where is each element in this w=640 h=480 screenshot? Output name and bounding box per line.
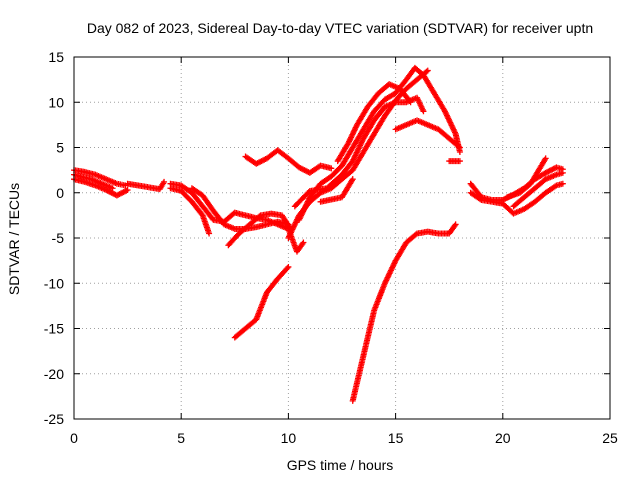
data-point	[300, 239, 307, 246]
data-point	[206, 230, 213, 237]
track-late-b	[467, 164, 566, 203]
data-point	[299, 240, 306, 247]
y-tick-label: -15	[44, 321, 64, 337]
track-peak-a	[334, 81, 414, 165]
data-point	[455, 143, 462, 150]
x-axis-label: GPS time / hours	[287, 457, 394, 473]
data-point	[477, 196, 484, 203]
data-point	[559, 180, 566, 187]
data-point	[559, 169, 566, 176]
data-point	[285, 263, 292, 270]
data-point	[406, 98, 413, 105]
grid-lines	[74, 57, 610, 419]
data-point	[456, 158, 463, 165]
data-point	[109, 185, 116, 192]
x-tick-label: 0	[70, 430, 78, 446]
y-tick-label: -20	[44, 366, 64, 382]
data-point	[256, 213, 263, 220]
y-axis-label: SDTVAR / TECUs	[6, 183, 22, 295]
data-point	[424, 67, 431, 74]
chart-title: Day 082 of 2023, Sidereal Day-to-day VTE…	[87, 20, 593, 36]
data-point	[407, 99, 414, 106]
axis-ticks: 0 5 10 15 20 25 15 10 5 0 -5 -10 -15 -20 -25	[44, 49, 618, 446]
data-point	[123, 187, 130, 194]
x-tick-label: 20	[495, 430, 511, 446]
track-late-e	[510, 169, 566, 210]
track-dip	[349, 221, 459, 404]
y-tick-label: -10	[44, 275, 64, 291]
y-tick-label: -5	[52, 230, 65, 246]
track-morning-b	[167, 185, 213, 237]
data-point	[412, 231, 419, 238]
data-point	[542, 155, 549, 162]
track-mid-e	[317, 176, 356, 205]
x-tick-label: 5	[177, 430, 185, 446]
data-point	[284, 265, 291, 272]
track-rise-a	[231, 263, 292, 341]
data-points	[71, 64, 566, 404]
track-late-c	[467, 180, 566, 217]
data-point	[420, 108, 427, 115]
x-tick-label: 10	[281, 430, 297, 446]
track-mid-d	[291, 94, 427, 210]
track-late-d	[504, 155, 549, 201]
x-tick-label: 15	[388, 430, 404, 446]
y-tick-label: 10	[48, 94, 64, 110]
y-tick-label: 5	[56, 140, 64, 156]
x-tick-label: 25	[602, 430, 618, 446]
track-peak-b	[392, 117, 463, 151]
data-point	[452, 221, 459, 228]
track-mid-a	[242, 147, 335, 176]
data-point	[349, 176, 356, 183]
track-late-a	[446, 158, 463, 165]
data-point	[451, 222, 458, 229]
y-tick-label: 15	[48, 49, 64, 65]
track-mid-c	[296, 64, 463, 223]
data-point	[161, 178, 168, 185]
y-tick-label: -25	[44, 411, 64, 427]
track-early-a	[71, 167, 129, 189]
track-early-d	[124, 178, 168, 193]
data-point	[456, 144, 463, 151]
track-early-c	[71, 171, 116, 192]
data-point	[423, 68, 430, 75]
data-point	[124, 187, 131, 194]
y-tick-label: 0	[56, 185, 64, 201]
data-point	[328, 165, 335, 172]
